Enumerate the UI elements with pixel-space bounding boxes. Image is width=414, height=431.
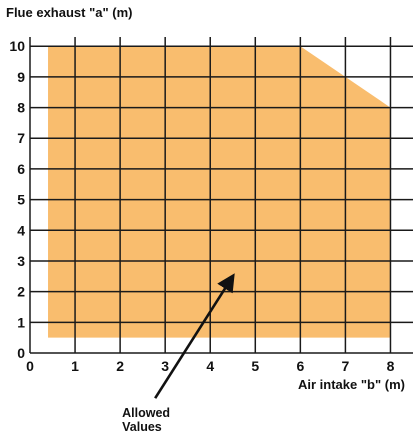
x-tick-label: 1 — [71, 358, 79, 374]
allowed-region — [48, 46, 391, 338]
x-tick-label: 4 — [206, 358, 214, 374]
y-tick-label: 4 — [17, 222, 25, 238]
grid — [29, 37, 413, 354]
x-tick-label: 3 — [161, 358, 169, 374]
annotation-arrow — [154, 273, 235, 399]
x-tick-label: 0 — [26, 358, 34, 374]
x-tick-label: 8 — [387, 358, 395, 374]
x-tick-label: 7 — [342, 358, 350, 374]
annotation-label-line: Allowed — [122, 406, 170, 420]
y-tick-label: 1 — [17, 314, 25, 330]
y-tick-label: 10 — [9, 38, 25, 54]
y-tick-label: 8 — [17, 100, 25, 116]
y-tick-label: 0 — [17, 345, 25, 361]
x-axis-title: Air intake "b" (m) — [298, 377, 405, 392]
y-tick-label: 7 — [17, 130, 25, 146]
x-tick-labels: 0 1 2 3 4 5 6 7 8 — [26, 358, 394, 374]
y-tick-label: 3 — [17, 253, 25, 269]
y-tick-label: 6 — [17, 161, 25, 177]
x-tick-label: 2 — [116, 358, 124, 374]
y-tick-labels: 0 1 2 3 4 5 6 7 8 9 10 — [9, 38, 25, 361]
y-tick-label: 2 — [17, 284, 25, 300]
y-tick-label: 9 — [17, 69, 25, 85]
annotation-label-line: Values — [122, 420, 162, 431]
y-tick-label: 5 — [17, 192, 25, 208]
x-tick-label: 6 — [296, 358, 304, 374]
y-axis-title: Flue exhaust "a" (m) — [6, 5, 132, 20]
x-tick-label: 5 — [251, 358, 259, 374]
